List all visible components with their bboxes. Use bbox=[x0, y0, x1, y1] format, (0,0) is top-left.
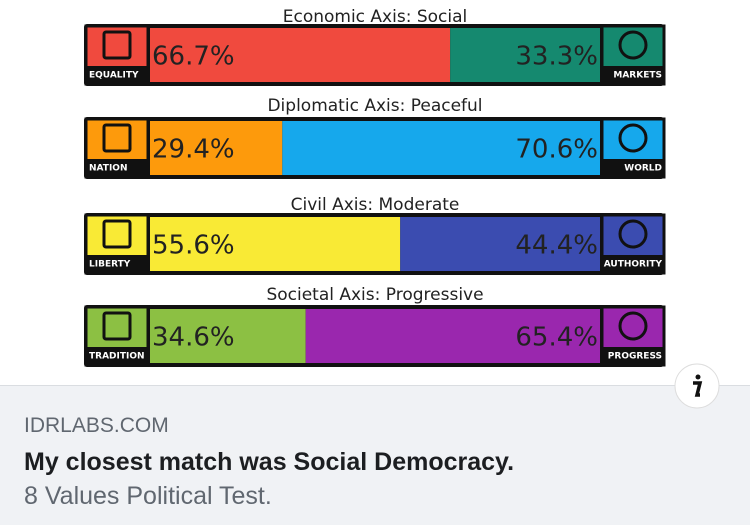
icon-shape bbox=[102, 219, 132, 249]
icon-shape bbox=[618, 30, 648, 60]
axis-title: Economic Axis: Social bbox=[283, 7, 468, 27]
icon-label-strip bbox=[602, 66, 664, 84]
icon-label-strip bbox=[86, 347, 148, 365]
link-preview[interactable] bbox=[0, 385, 750, 525]
icon-shape bbox=[618, 219, 648, 249]
bar-right bbox=[305, 309, 600, 363]
icon-shape bbox=[618, 311, 648, 341]
axis-title: Civil Axis: Moderate bbox=[291, 195, 460, 215]
icon-shape bbox=[102, 311, 132, 341]
icon-label: PROGRESS bbox=[608, 352, 662, 362]
icon-label: EQUALITY bbox=[89, 71, 139, 81]
result-image: Economic Axis: Social 66.7% 33.3% EQUALITY M… bbox=[84, 7, 666, 367]
value-label-right: 33.3% bbox=[515, 42, 598, 72]
bar-right bbox=[450, 28, 600, 82]
value-label-left: 55.6% bbox=[152, 231, 235, 261]
axis-title: Societal Axis: Progressive bbox=[266, 285, 483, 305]
value-label-right: 44.4% bbox=[515, 231, 598, 261]
bar-left bbox=[150, 309, 306, 363]
icon-shape bbox=[102, 123, 132, 153]
bar-left bbox=[150, 121, 283, 175]
icon-label: AUTHORITY bbox=[604, 260, 663, 270]
value-label-left: 34.6% bbox=[152, 323, 235, 353]
info-button[interactable] bbox=[672, 361, 722, 411]
icon-label-strip bbox=[602, 159, 664, 177]
bar-left bbox=[150, 217, 401, 271]
icon-label: LIBERTY bbox=[89, 260, 131, 270]
link-description: 8 Values Political Test. bbox=[24, 482, 272, 510]
bar-left bbox=[150, 28, 451, 82]
icon-label-strip bbox=[86, 159, 148, 177]
icon-label-strip bbox=[86, 255, 148, 273]
icon-label: MARKETS bbox=[613, 71, 662, 81]
icon-shape bbox=[618, 123, 648, 153]
value-label-left: 29.4% bbox=[152, 135, 235, 165]
icon-shape bbox=[102, 30, 132, 60]
icon-label-strip bbox=[602, 347, 664, 365]
link-domain: IDRLABS.COM bbox=[24, 414, 169, 437]
link-title[interactable]: My closest match was Social Democracy. bbox=[24, 448, 515, 476]
icon-label-strip bbox=[602, 255, 664, 273]
icon-label-strip bbox=[86, 66, 148, 84]
value-label-right: 65.4% bbox=[515, 323, 598, 353]
value-label-right: 70.6% bbox=[515, 135, 598, 165]
bar-right bbox=[400, 217, 600, 271]
icon-label: WORLD bbox=[624, 164, 662, 174]
icon-label: NATION bbox=[89, 164, 127, 174]
axis-title: Diplomatic Axis: Peaceful bbox=[267, 96, 482, 116]
bar-right bbox=[282, 121, 600, 175]
value-label-left: 66.7% bbox=[152, 42, 235, 72]
icon-label: TRADITION bbox=[89, 352, 145, 362]
